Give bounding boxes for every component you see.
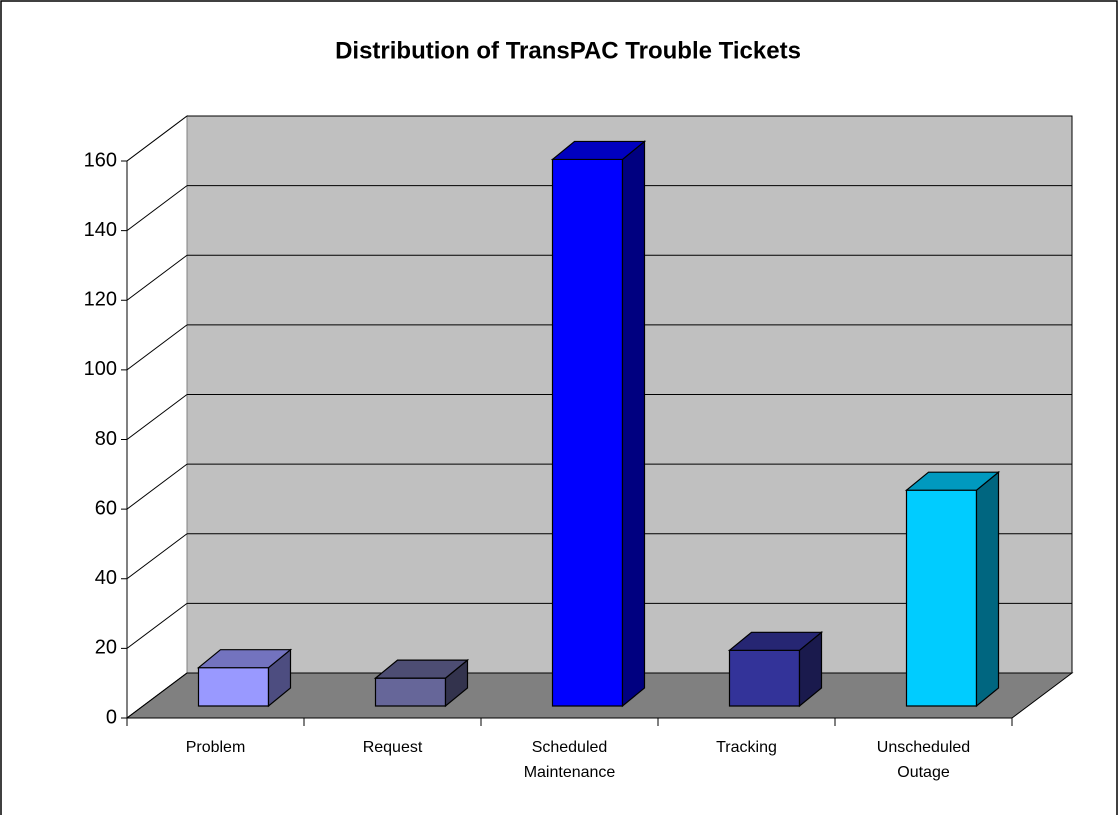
- bar-side: [975, 470, 1000, 708]
- bar-front: [197, 667, 270, 707]
- y-tick-label: 20: [95, 637, 117, 659]
- y-tick-label: 80: [95, 428, 117, 450]
- bar: [727, 631, 824, 708]
- grid-line: [126, 394, 188, 440]
- bar: [904, 470, 1001, 708]
- y-tick-label: 160: [84, 149, 117, 171]
- bar-front: [905, 489, 978, 707]
- bar-front: [551, 158, 624, 707]
- x-tick-label: Request: [362, 739, 423, 756]
- bar-front: [728, 649, 801, 707]
- grid-line: [126, 185, 188, 232]
- x-tick-label: Unscheduled Outage: [876, 739, 971, 781]
- bar-top: [196, 649, 293, 669]
- bar: [373, 658, 470, 708]
- y-tick-label: 120: [84, 289, 117, 311]
- x-tick-label: Scheduled Maintenance: [523, 739, 616, 781]
- bar-top: [550, 140, 647, 161]
- x-tick-label: Tracking: [716, 739, 777, 756]
- grid-line: [126, 115, 188, 162]
- y-tick-label: 60: [95, 497, 117, 519]
- grid-line: [126, 324, 188, 371]
- grid-line: [126, 533, 188, 580]
- bar-front: [374, 677, 447, 707]
- chart-title: Distribution of TransPAC Trouble Tickets: [335, 37, 801, 64]
- bar-top: [904, 471, 1001, 491]
- bar: [196, 648, 293, 708]
- x-tick-label: Problem: [185, 739, 246, 756]
- y-tick-label: 100: [84, 358, 117, 380]
- bar-top: [727, 631, 824, 651]
- grid-line: [126, 602, 188, 649]
- bar-side: [621, 140, 646, 708]
- y-tick-label: 0: [106, 706, 117, 728]
- grid-line: [126, 254, 188, 301]
- y-tick-label: 140: [84, 219, 117, 241]
- grid-line: [126, 672, 188, 719]
- bar: [550, 140, 647, 708]
- y-tick-label: 40: [95, 567, 117, 589]
- bar-top: [373, 659, 470, 679]
- grid-line: [126, 463, 188, 510]
